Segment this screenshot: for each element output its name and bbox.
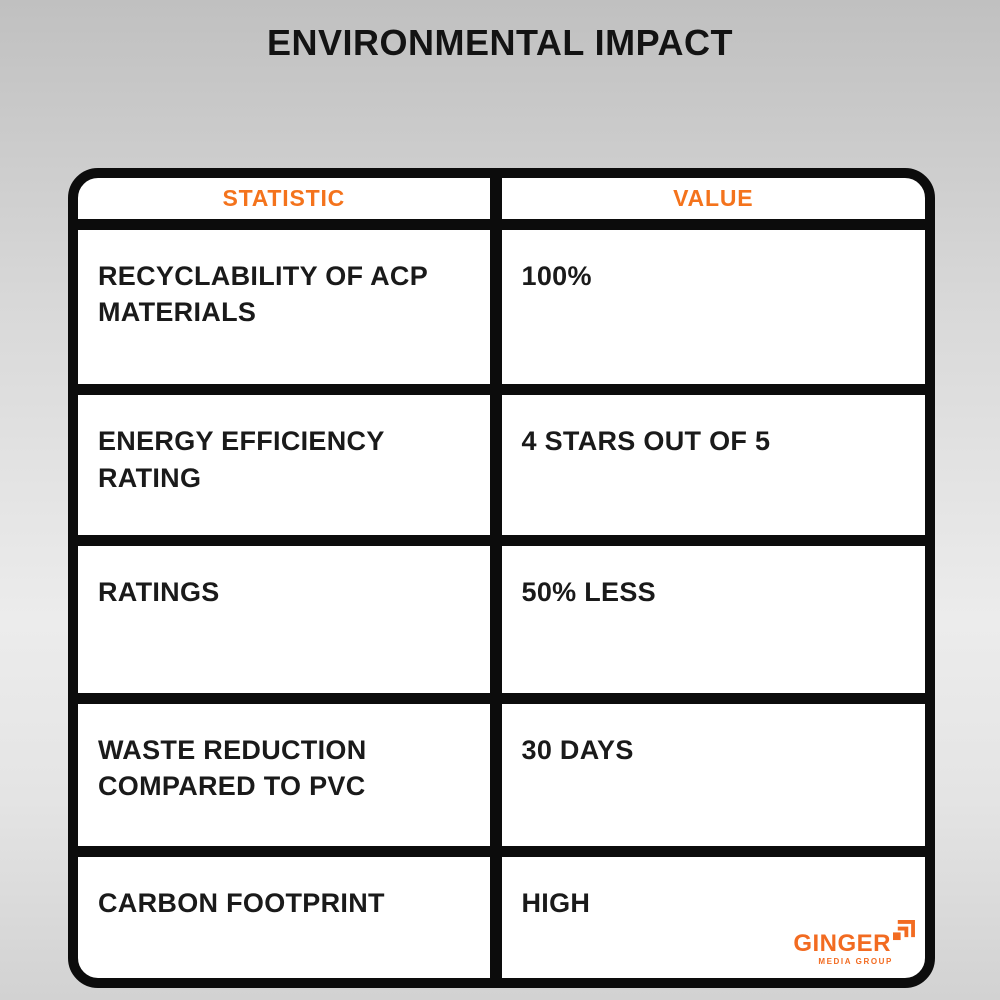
table-row: RECYCLABILITY OF ACP MATERIALS 100%	[78, 230, 925, 396]
column-header-statistic: STATISTIC	[78, 178, 502, 219]
table-row: WASTE REDUCTION COMPARED TO PVC 30 DAYS	[78, 703, 925, 857]
statistic-cell: ENERGY EFFICIENCY RATING	[78, 395, 502, 536]
value-cell: 50% LESS	[521, 577, 656, 608]
logo-wordmark: GINGER	[793, 920, 915, 958]
statistic-cell: RATINGS	[78, 546, 502, 693]
value-cell: 4 STARS OUT OF 5	[521, 426, 771, 457]
logo-name-text: GINGER	[793, 930, 891, 958]
value-cell: 100%	[521, 261, 592, 291]
table-row: CARBON FOOTPRINT HIGH GINGER MEDIA GROUP	[78, 856, 926, 978]
environmental-impact-table: STATISTIC VALUE RECYCLABILITY OF ACP MAT…	[68, 168, 935, 988]
table-header-row: STATISTIC VALUE	[78, 178, 925, 230]
statistic-cell: RECYCLABILITY OF ACP MATERIALS	[78, 230, 502, 385]
page-title: ENVIRONMENTAL IMPACT	[267, 22, 733, 63]
value-text: HIGH	[521, 887, 591, 918]
table-row: RATINGS 50% LESS	[78, 546, 925, 704]
value-cell: 30 DAYS	[521, 734, 634, 765]
value-cell: HIGH GINGER MEDIA GROUP	[502, 857, 926, 978]
ginger-stacked-squares-icon	[893, 920, 915, 941]
statistic-cell: CARBON FOOTPRINT	[78, 856, 502, 978]
column-header-value: VALUE	[673, 184, 754, 211]
table-row: ENERGY EFFICIENCY RATING 4 STARS OUT OF …	[78, 395, 925, 547]
ginger-media-group-logo: GINGER MEDIA GROUP	[793, 920, 915, 967]
logo-tagline: MEDIA GROUP	[818, 957, 893, 967]
statistic-cell: WASTE REDUCTION COMPARED TO PVC	[78, 703, 502, 846]
